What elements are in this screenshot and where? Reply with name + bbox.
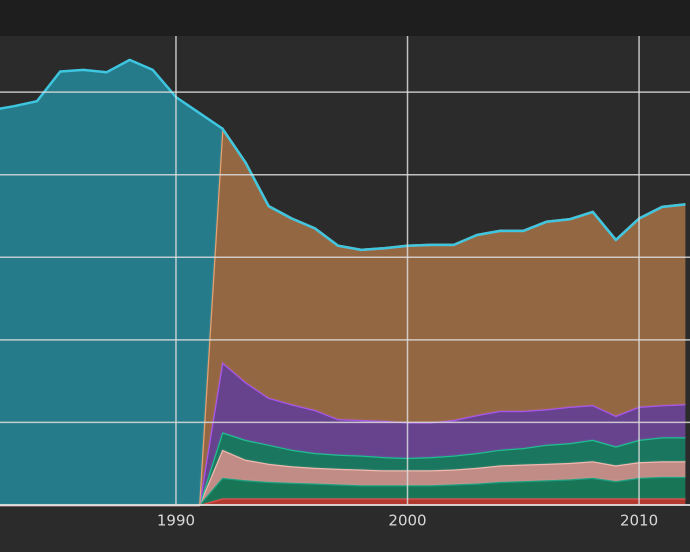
header-bar [0, 0, 690, 36]
x-tick-label: 1990 [157, 512, 195, 530]
area-line [0, 58, 686, 252]
area [0, 476, 686, 505]
area [0, 128, 686, 505]
area [0, 498, 686, 505]
x-tick-label: 2000 [388, 512, 426, 530]
area [0, 449, 686, 505]
area [0, 432, 686, 505]
area [0, 362, 686, 505]
area [0, 59, 686, 505]
x-tick-label: 2010 [620, 512, 658, 530]
